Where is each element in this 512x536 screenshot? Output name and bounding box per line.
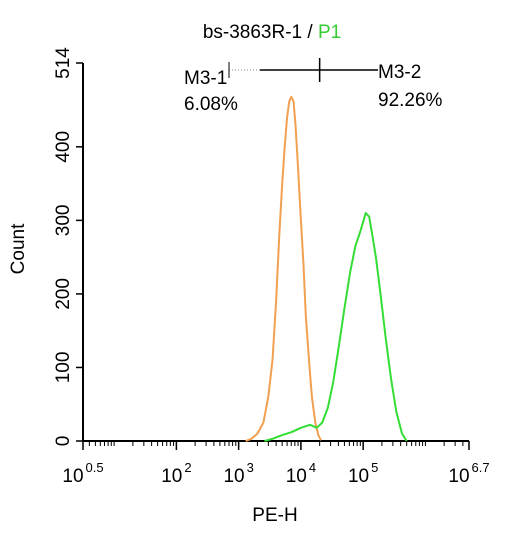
y-axis-label: Count <box>8 223 29 274</box>
gate-m3-2-percent: 92.26% <box>378 90 443 111</box>
x-axis-major-ticks <box>82 441 470 450</box>
y-tick-label: 514 <box>53 47 74 79</box>
gate-m3-1-percent: 6.08% <box>184 94 238 115</box>
x-tick-label: 10 2 <box>161 460 191 487</box>
gate-m3-1-name: M3-1 <box>184 68 227 89</box>
y-tick-label: 100 <box>53 352 74 384</box>
y-tick-label: 0 <box>53 436 74 447</box>
x-axis-tick-labels: 10 0.5 10 2 10 3 10 4 10 5 10 6.7 <box>62 460 489 487</box>
y-tick-label: 200 <box>53 278 74 310</box>
x-tick-label: 10 6.7 <box>448 460 489 487</box>
chart-title: bs-3863R-1 / P1 <box>203 22 341 43</box>
gate-marker <box>228 58 378 82</box>
x-tick-label: 10 4 <box>286 460 316 487</box>
histogram-series-2 <box>264 212 408 442</box>
title-separator: / <box>302 22 318 43</box>
y-tick-label: 400 <box>53 131 74 163</box>
title-sample: bs-3863R-1 <box>203 22 302 43</box>
x-axis-label: PE-H <box>252 505 297 526</box>
gate-m3-2-name: M3-2 <box>378 62 421 83</box>
histogram-series-1 <box>245 95 322 442</box>
x-tick-label: 10 0.5 <box>62 460 103 487</box>
title-gate: P1 <box>318 22 341 43</box>
x-tick-label: 10 5 <box>348 460 378 487</box>
x-axis-minor-ticks <box>88 441 470 446</box>
x-tick-label: 10 3 <box>223 460 253 487</box>
y-axis-tick-labels: 0 100 200 300 400 514 <box>53 47 74 447</box>
series-layer <box>245 95 408 442</box>
y-tick-label: 300 <box>53 205 74 237</box>
y-axis-ticks <box>76 62 83 442</box>
